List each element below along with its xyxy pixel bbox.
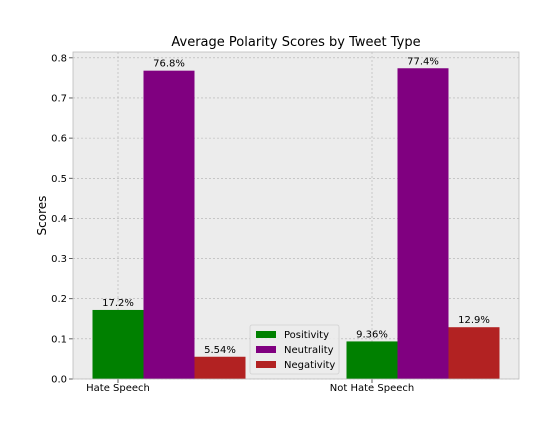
y-tick-label: 0.6: [51, 134, 67, 145]
y-tick-label: 0.5: [51, 174, 67, 185]
data-label: 77.4%: [407, 56, 439, 67]
bar: [448, 327, 500, 379]
legend-swatch: [256, 346, 276, 353]
data-label: 76.8%: [153, 59, 185, 70]
bar: [194, 356, 246, 379]
x-tick-label: Not Hate Speech: [330, 383, 414, 394]
legend-label: Positivity: [284, 330, 329, 341]
data-label: 9.36%: [356, 329, 388, 340]
legend-label: Negativity: [284, 360, 335, 371]
y-tick-label: 0.3: [51, 254, 67, 265]
y-tick-label: 0.4: [51, 214, 67, 225]
axes: 0.0 0.1 0.2 0.3 0.4 0.5 0.6 0.7 0.8 Hate Speech No…: [51, 51, 520, 394]
y-tick-label: 0.1: [51, 334, 67, 345]
y-axis-label: Scores: [35, 196, 49, 236]
legend-swatch: [256, 331, 276, 338]
bars: 17.2% 9.36% 76.8% 77.4% 5.54% 12.9%: [92, 56, 500, 379]
legend-label: Neutrality: [284, 345, 334, 356]
y-tick-label: 0.0: [51, 375, 67, 386]
x-tick-label: Hate Speech: [86, 383, 150, 394]
bar: [346, 341, 398, 379]
data-label: 17.2%: [102, 298, 134, 309]
chart-title: Average Polarity Scores by Tweet Type: [171, 35, 420, 50]
y-tick-label: 0.7: [51, 93, 67, 104]
y-tick-label: 0.8: [51, 53, 67, 64]
bar: [92, 309, 144, 379]
bar: [397, 68, 449, 379]
bar: [143, 70, 195, 379]
legend-swatch: [256, 361, 276, 368]
plot-frame: [72, 51, 520, 380]
legend: Positivity Neutrality Negativity: [249, 324, 340, 375]
data-label: 12.9%: [458, 315, 490, 326]
data-label: 5.54%: [204, 345, 236, 356]
y-tick-label: 0.2: [51, 294, 67, 305]
